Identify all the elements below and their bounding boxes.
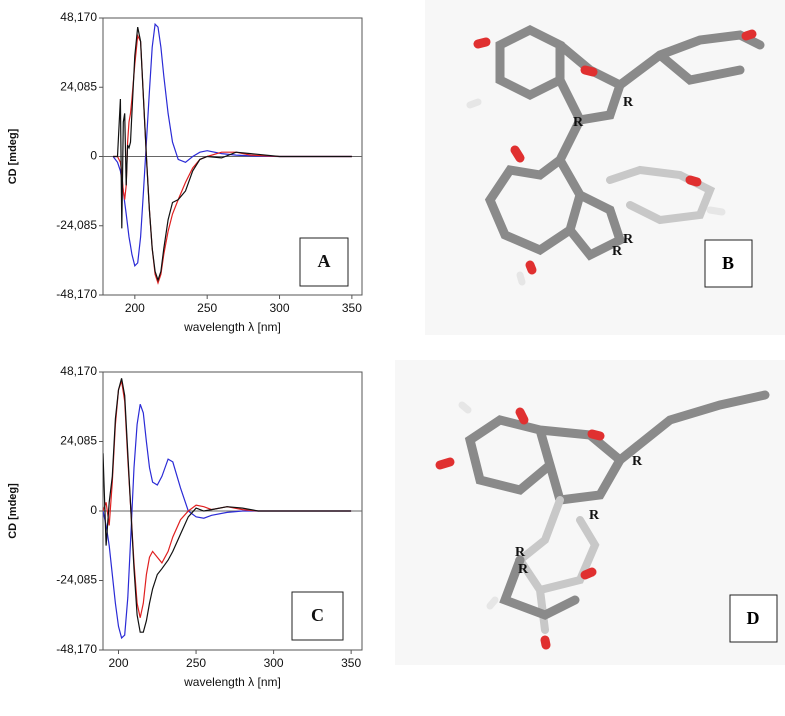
y-tick-label: 0 bbox=[90, 503, 97, 517]
atom bbox=[580, 65, 598, 77]
molecule-b: B bbox=[425, 0, 785, 335]
atom bbox=[515, 407, 529, 425]
series-line bbox=[103, 403, 352, 640]
atom bbox=[466, 98, 482, 109]
stereo-label: R bbox=[518, 562, 529, 577]
stereo-label: R bbox=[612, 244, 623, 259]
atom bbox=[706, 206, 726, 216]
x-axis-label: wavelength λ [nm] bbox=[183, 675, 281, 689]
panel-box bbox=[299, 237, 349, 287]
y-tick-label: 24,085 bbox=[60, 79, 97, 93]
panel-label: A bbox=[318, 251, 331, 271]
x-tick-label: 300 bbox=[270, 301, 290, 315]
molecule-d: D bbox=[395, 360, 785, 665]
y-tick-label: 48,170 bbox=[60, 10, 97, 24]
x-tick-label: 250 bbox=[197, 301, 217, 315]
y-tick-label: -48,170 bbox=[56, 287, 97, 301]
panel-box bbox=[704, 239, 753, 288]
atom bbox=[580, 567, 597, 580]
stereo-label: R bbox=[623, 232, 634, 247]
x-axis-label: wavelength λ [nm] bbox=[183, 320, 281, 334]
atom bbox=[473, 37, 491, 49]
atom bbox=[510, 145, 525, 163]
y-axis-label: CD [mdeg] bbox=[7, 483, 19, 539]
x-tick-label: 350 bbox=[342, 301, 362, 315]
stereo-label: R bbox=[515, 545, 526, 560]
panel-box bbox=[291, 591, 344, 641]
y-tick-label: -48,170 bbox=[56, 642, 97, 656]
ring bbox=[615, 390, 770, 465]
x-tick-label: 200 bbox=[108, 656, 128, 670]
panel-label: B bbox=[722, 253, 734, 273]
y-axis-label: CD [mdeg] bbox=[7, 128, 19, 184]
atom bbox=[685, 175, 702, 187]
panel-box bbox=[729, 594, 778, 643]
series-line bbox=[112, 22, 352, 267]
stereo-label: R bbox=[632, 454, 643, 469]
atom bbox=[486, 596, 499, 610]
atom bbox=[525, 260, 537, 275]
panel-label: D bbox=[747, 608, 760, 628]
atom bbox=[516, 271, 526, 286]
stereo-label: R bbox=[573, 115, 584, 130]
x-tick-label: 300 bbox=[264, 656, 284, 670]
y-tick-label: 24,085 bbox=[60, 434, 97, 448]
stereo-label: R bbox=[623, 95, 634, 110]
y-tick-label: -24,085 bbox=[56, 218, 97, 232]
ring bbox=[484, 115, 626, 261]
series-line bbox=[113, 26, 352, 282]
atom bbox=[540, 635, 551, 650]
ring bbox=[499, 555, 580, 620]
atom bbox=[741, 29, 757, 41]
x-tick-label: 200 bbox=[125, 301, 145, 315]
ring bbox=[464, 415, 626, 505]
molecule-background bbox=[395, 360, 785, 665]
atom bbox=[435, 457, 455, 470]
y-tick-label: 48,170 bbox=[60, 364, 97, 378]
ring bbox=[606, 165, 716, 225]
atom bbox=[458, 401, 472, 414]
y-tick-label: -24,085 bbox=[56, 573, 97, 587]
x-tick-label: 250 bbox=[186, 656, 206, 670]
series-line bbox=[103, 378, 352, 633]
panel-label: C bbox=[311, 605, 324, 625]
x-tick-label: 350 bbox=[341, 656, 361, 670]
atom bbox=[587, 429, 605, 441]
y-tick-label: 0 bbox=[90, 149, 97, 163]
stereo-label: R bbox=[589, 508, 600, 523]
